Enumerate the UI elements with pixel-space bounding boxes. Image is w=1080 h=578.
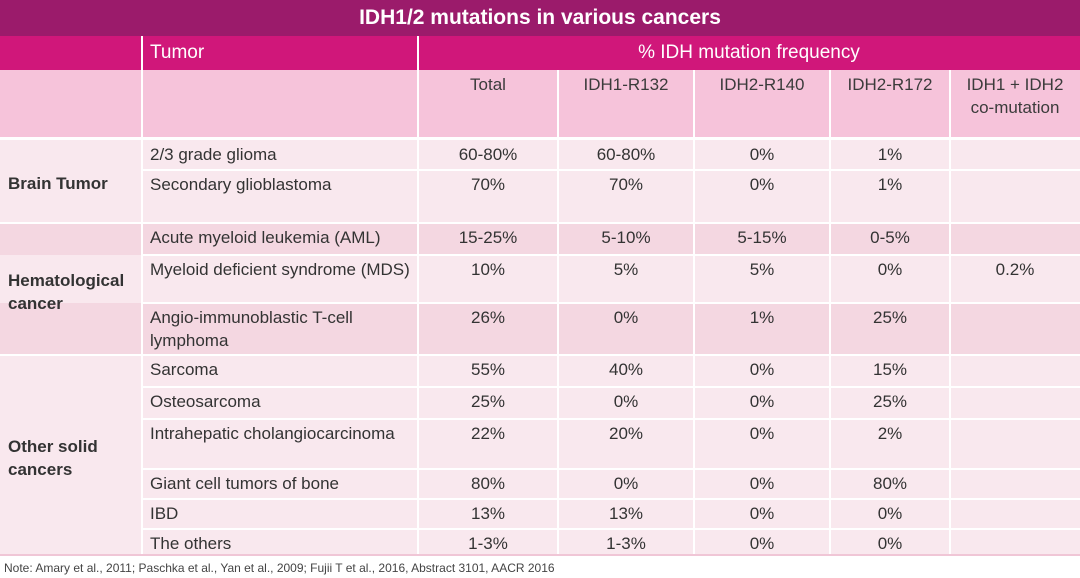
row-band [0, 355, 1080, 387]
value-cell-r172: 0-5% [870, 228, 910, 247]
row-band [0, 303, 1080, 355]
group-label: Brain Tumor [8, 174, 108, 193]
value-cell-r140: 0% [749, 360, 775, 379]
value-cell-co: 0.2% [995, 260, 1035, 279]
value-cell-r140: 0% [749, 392, 775, 411]
row-band [0, 223, 1080, 255]
value-cell-r132: 0% [613, 308, 639, 327]
group-divider [0, 222, 1080, 224]
tumor-cell: Acute myeloid leukemia (AML) [150, 228, 381, 247]
value-cell-r172: 25% [872, 308, 908, 327]
col-idh1-r132: IDH1-R132 [583, 75, 669, 94]
row-band [0, 419, 1080, 469]
column-divider [829, 70, 831, 555]
value-cell-r140: 0% [749, 424, 775, 443]
value-cell-total: 13% [470, 504, 506, 523]
row-divider [142, 169, 1080, 171]
value-cell-r132: 5% [613, 260, 639, 279]
row-band [0, 469, 1080, 499]
value-cell-total: 26% [470, 308, 506, 327]
value-cell-r132: 13% [608, 504, 644, 523]
value-cell-r140: 0% [749, 504, 775, 523]
value-cell-total: 15-25% [458, 228, 518, 247]
value-cell-r140: 0% [749, 534, 775, 553]
tumor-cell: Angio-immunoblastic T-cell lymphoma [150, 308, 353, 350]
value-cell-r172: 80% [872, 474, 908, 493]
value-cell-r140: 1% [749, 308, 775, 327]
tumor-cell: The others [150, 534, 232, 553]
column-divider [417, 36, 419, 555]
tumor-cell: Myeloid deficient syndrome (MDS) [150, 260, 410, 279]
table-title: IDH1/2 mutations in various cancers [0, 0, 1080, 36]
value-cell-r172: 1% [877, 175, 903, 194]
row-band [0, 499, 1080, 529]
row-band [0, 529, 1080, 555]
column-divider [141, 36, 143, 555]
value-cell-r172: 0% [877, 260, 903, 279]
value-cell-r132: 0% [613, 392, 639, 411]
col-idh2-r172: IDH2-R172 [847, 75, 933, 94]
value-cell-total: 25% [470, 392, 506, 411]
row-divider [142, 468, 1080, 470]
col-comutation: IDH1 + IDH2 co-mutation [966, 75, 1064, 117]
row-divider [142, 528, 1080, 530]
value-cell-r172: 1% [877, 145, 903, 164]
value-cell-r132: 70% [608, 175, 644, 194]
row-divider [142, 498, 1080, 500]
row-band [0, 170, 1080, 223]
row-divider [142, 302, 1080, 304]
row-divider [142, 254, 1080, 256]
col-idh2-r140: IDH2-R140 [719, 75, 805, 94]
tumor-cell: Sarcoma [150, 360, 219, 379]
group-divider [0, 137, 1080, 139]
header-frequency: % IDH mutation frequency [638, 42, 860, 63]
header-row [0, 36, 1080, 70]
column-divider [949, 70, 951, 555]
value-cell-r172: 25% [872, 392, 908, 411]
source-note: Note: Amary et al., 2011; Paschka et al.… [4, 561, 555, 575]
value-cell-r172: 2% [877, 424, 903, 443]
tumor-cell: Intrahepatic cholangiocarcinoma [150, 424, 395, 443]
tumor-cell: Osteosarcoma [150, 392, 261, 411]
value-cell-r172: 0% [877, 534, 903, 553]
column-divider [693, 70, 695, 555]
tumor-cell: Giant cell tumors of bone [150, 474, 339, 493]
row-divider [142, 418, 1080, 420]
value-cell-total: 80% [470, 474, 506, 493]
row-band [0, 255, 1080, 303]
value-cell-r132: 20% [608, 424, 644, 443]
value-cell-total: 70% [470, 175, 506, 194]
value-cell-total: 55% [470, 360, 506, 379]
value-cell-r132: 5-10% [601, 228, 651, 247]
value-cell-r140: 0% [749, 474, 775, 493]
group-label: Other solid cancers [8, 437, 98, 479]
value-cell-r132: 0% [613, 474, 639, 493]
value-cell-r132: 1-3% [606, 534, 646, 553]
value-cell-total: 60-80% [458, 145, 518, 164]
group-label: Hematological cancer [8, 271, 125, 313]
value-cell-total: 22% [470, 424, 506, 443]
header-tumor: Tumor [150, 42, 205, 63]
col-total: Total [470, 75, 506, 94]
value-cell-r172: 15% [872, 360, 908, 379]
tumor-cell: 2/3 grade glioma [150, 145, 277, 164]
value-cell-r140: 0% [749, 175, 775, 194]
tumor-cell: Secondary glioblastoma [150, 175, 332, 194]
row-band [0, 140, 1080, 170]
row-divider [142, 386, 1080, 388]
table-bottom [0, 554, 1080, 556]
value-cell-r140: 5-15% [737, 228, 787, 247]
value-cell-r140: 0% [749, 145, 775, 164]
tumor-cell: IBD [150, 504, 179, 523]
value-cell-r132: 40% [608, 360, 644, 379]
column-divider [557, 70, 559, 555]
value-cell-r132: 60-80% [596, 145, 656, 164]
value-cell-total: 10% [470, 260, 506, 279]
value-cell-total: 1-3% [468, 534, 508, 553]
value-cell-r172: 0% [877, 504, 903, 523]
group-divider [0, 354, 1080, 356]
value-cell-r140: 5% [749, 260, 775, 279]
subheader-row [0, 70, 1080, 138]
row-band [0, 387, 1080, 419]
